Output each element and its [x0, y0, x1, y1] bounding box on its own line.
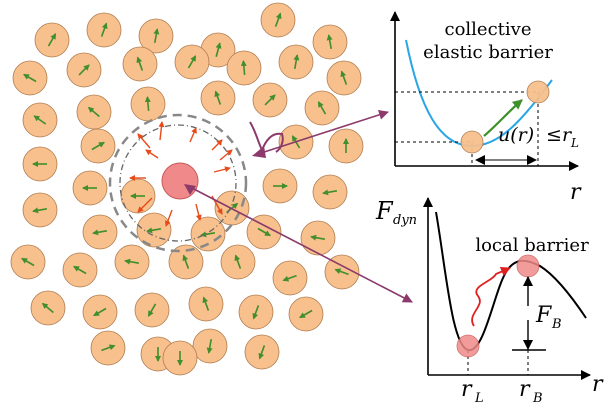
red-displacement-arrow: [195, 203, 202, 221]
red-displacement-arrow: [219, 149, 233, 161]
particle-velocity-arrow: [73, 265, 87, 275]
elastic-low-particle: [460, 130, 484, 154]
particle-velocity-arrow: [21, 257, 35, 267]
particle-velocity-arrow: [293, 54, 300, 70]
red-displacement-arrow: [158, 121, 165, 141]
particle-velocity-arrow: [215, 42, 222, 57]
particle-velocity-arrow: [206, 338, 213, 354]
rL-sub: L: [474, 391, 484, 404]
rL-label: r: [461, 377, 473, 402]
red-displacement-arrow: [145, 149, 159, 159]
Fdyn-label: F: [375, 197, 394, 225]
rL-inline-sub: L: [570, 136, 579, 150]
particle-velocity-arrow: [91, 141, 105, 151]
pointer-to-elastic-panel: [257, 110, 389, 155]
particle-velocity-arrow: [252, 305, 260, 320]
particle-velocity-arrow: [47, 33, 57, 47]
FB-sub: B: [551, 317, 562, 332]
inner-dashdot-shell: [119, 124, 237, 242]
rL-inline-label: r: [562, 124, 573, 146]
local-barrier-panel: local barrier F dyn F B r L r B r: [375, 197, 604, 404]
particle-velocity-arrow: [182, 254, 190, 269]
local-top-particle: [516, 254, 540, 278]
local-well-particle: [456, 334, 480, 358]
red-displacement-arrow: [211, 139, 223, 151]
rB-label: r: [519, 377, 531, 402]
particle-velocity-arrow: [136, 56, 144, 71]
particle-velocity-arrow: [240, 60, 247, 76]
particle-velocity-arrow: [299, 309, 313, 319]
particle-velocity-arrow: [274, 12, 282, 27]
particle-velocity-arrow: [326, 34, 333, 50]
particle-velocity-arrow: [41, 302, 54, 314]
particle-velocity-arrow: [124, 258, 140, 265]
particle-velocity-arrow: [234, 254, 242, 269]
red-displacement-arrow: [164, 209, 173, 227]
le-symbol: ≤: [546, 124, 562, 146]
elastic-r-axis-label: r: [570, 180, 582, 205]
particle-velocity-arrow: [340, 70, 348, 85]
collective-label-line2: elastic barrier: [423, 42, 553, 63]
u-of-r-label: u(r): [498, 124, 534, 146]
local-hop-arrow: [471, 266, 511, 327]
red-displacement-arrow: [137, 197, 153, 213]
particle-velocity-arrow: [23, 73, 37, 83]
particle-velocity-arrow: [93, 307, 107, 317]
particle-velocity-arrow: [322, 189, 338, 196]
central-particle: [161, 162, 199, 200]
local-barrier-label: local barrier: [475, 235, 589, 256]
particle-velocity-arrow: [202, 296, 210, 311]
particle-velocity-arrow: [92, 229, 108, 236]
particle-velocity-arrow: [310, 234, 326, 241]
elastic-green-arrow: [483, 99, 523, 137]
particle-velocity-arrow: [200, 231, 216, 238]
particle-velocity-arrow: [33, 115, 47, 125]
particle-velocity-arrow: [153, 28, 160, 44]
FB-label: F: [535, 303, 552, 328]
particle-velocity-arrow: [78, 64, 90, 76]
particle-velocity-arrow: [258, 345, 266, 360]
pointer-to-local-panel: [187, 185, 413, 303]
rB-sub: B: [532, 391, 543, 404]
trajectory-wiggle: [249, 121, 284, 153]
red-displacement-arrow: [213, 166, 231, 173]
particle-velocity-arrow: [32, 207, 48, 214]
particle-velocity-arrow: [214, 90, 222, 105]
particle-velocity-arrow: [187, 55, 197, 69]
elastic-high-particle: [526, 80, 550, 104]
particle-velocity-arrow: [147, 303, 157, 317]
particle-velocity-arrow: [317, 101, 327, 115]
outer-dashed-shell: [108, 113, 248, 253]
particle-velocity-arrow: [146, 227, 162, 234]
Fdyn-sub: dyn: [393, 213, 417, 228]
particle-velocity-arrow: [264, 94, 276, 106]
pointer-local-tail-head: [184, 184, 196, 195]
red-displacement-arrow: [189, 127, 197, 143]
particle-velocity-arrow: [100, 22, 108, 37]
red-displacement-arrow: [137, 133, 151, 149]
pointer-tail-head: [252, 146, 266, 158]
particle-cluster: [10, 2, 364, 376]
particle-velocity-arrow: [87, 106, 100, 118]
local-potential-curve: [435, 211, 587, 352]
particle-velocity-arrow: [282, 274, 297, 282]
local-r-axis-label: r: [592, 372, 604, 397]
collective-label-line1: collective: [445, 19, 532, 40]
elastic-barrier-panel: collective elastic barrier u(r) ≤ r L r: [390, 11, 582, 205]
particle-velocity-arrow: [334, 268, 349, 276]
particle-velocity-arrow: [257, 227, 271, 237]
particle-velocity-arrow: [101, 344, 116, 352]
particle-velocity-arrow: [144, 96, 151, 112]
